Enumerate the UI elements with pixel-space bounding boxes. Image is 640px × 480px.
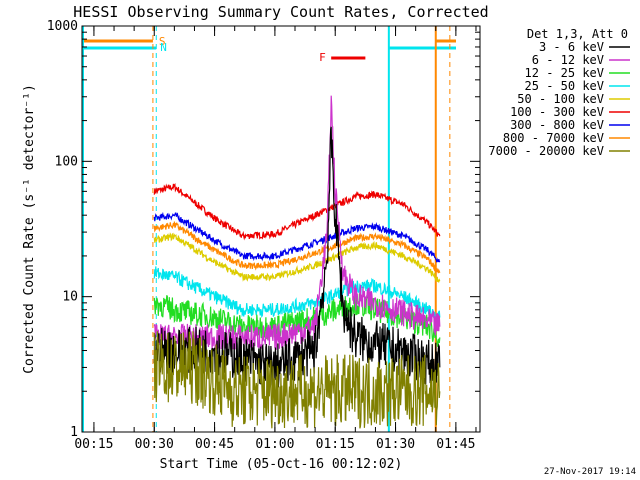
y-tick-label: 100 bbox=[55, 154, 78, 169]
legend-title: Det 1,3, Att 0 bbox=[527, 27, 628, 41]
legend-label: 25 - 50 keV bbox=[525, 79, 604, 93]
x-tick-label: 00:45 bbox=[195, 437, 234, 452]
series-line bbox=[153, 211, 441, 263]
x-tick-label: 00:15 bbox=[74, 437, 113, 452]
y-tick-label: 1000 bbox=[47, 19, 78, 34]
legend-label: 12 - 25 keV bbox=[525, 66, 604, 80]
legend-label: 7000 - 20000 keV bbox=[488, 144, 604, 158]
x-tick-label: 00:30 bbox=[135, 437, 174, 452]
series-line bbox=[153, 331, 441, 429]
x-tick-label: 01:15 bbox=[316, 437, 355, 452]
y-tick-label: 1 bbox=[70, 425, 78, 440]
legend-label: 300 - 800 keV bbox=[510, 118, 604, 132]
axis-ticks bbox=[82, 25, 480, 433]
x-tick-label: 01:00 bbox=[255, 437, 294, 452]
series-line bbox=[153, 182, 441, 241]
footer-date: 27-Nov-2017 19:14 bbox=[544, 467, 636, 477]
y-axis-label: Corrected Count Rate (s⁻¹ detector⁻¹) bbox=[22, 84, 37, 374]
series-line bbox=[153, 95, 441, 351]
saa-label: S bbox=[159, 35, 166, 48]
series-line bbox=[153, 266, 441, 321]
night-label: N bbox=[160, 41, 167, 54]
series-line bbox=[153, 232, 441, 284]
tick-labels: 1 10 100 1000 00:15 00:30 00:45 01:00 01:15 01:30… bbox=[47, 19, 476, 452]
legend-label: 100 - 300 keV bbox=[510, 105, 604, 119]
series-line bbox=[153, 221, 441, 274]
legend-label: 50 - 100 keV bbox=[517, 92, 604, 106]
plot-frame bbox=[81, 25, 481, 433]
chart-title: HESSI Observing Summary Count Rates, Cor… bbox=[73, 3, 488, 21]
x-tick-label: 01:30 bbox=[376, 437, 415, 452]
legend-label: 800 - 7000 keV bbox=[503, 131, 604, 145]
y-tick-label: 10 bbox=[62, 290, 78, 305]
legend-label: 3 - 6 keV bbox=[539, 40, 604, 54]
curves-layer bbox=[153, 95, 441, 429]
x-tick-label: 01:45 bbox=[436, 437, 475, 452]
legend-label: 6 - 12 keV bbox=[532, 53, 604, 67]
x-axis-label: Start Time (05-Oct-16 00:12:02) bbox=[160, 457, 403, 472]
flare-label: F bbox=[319, 51, 326, 64]
